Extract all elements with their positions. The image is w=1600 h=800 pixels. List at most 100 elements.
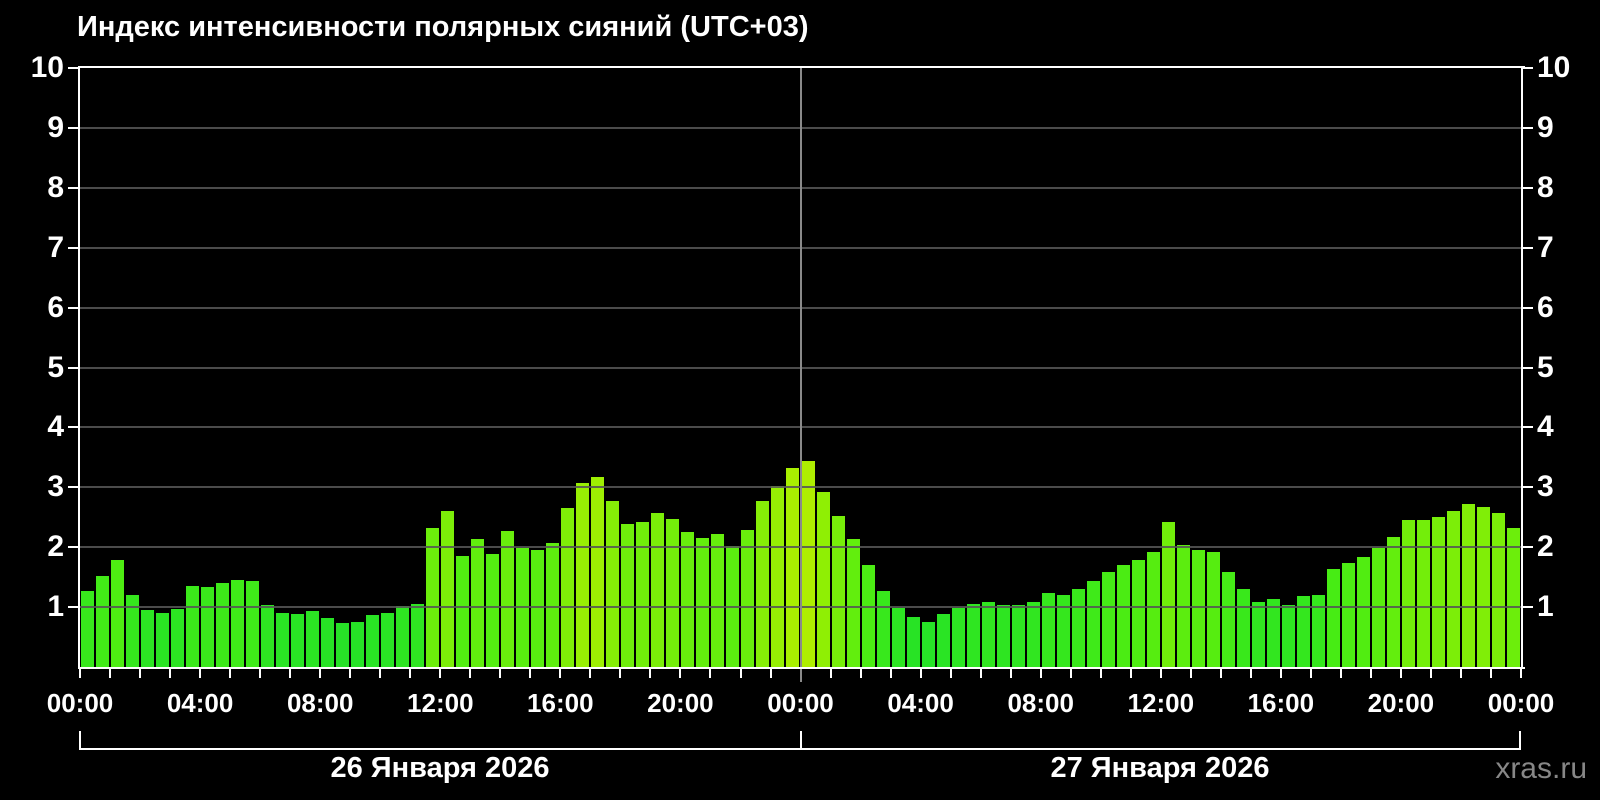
x-tick xyxy=(259,669,262,678)
y-tick-dash-right xyxy=(1523,606,1533,609)
bar xyxy=(456,555,469,667)
y-tick-dash-right xyxy=(1523,126,1533,129)
x-tick xyxy=(349,669,352,678)
bar xyxy=(486,554,499,667)
bar xyxy=(471,539,484,667)
bar xyxy=(591,477,604,667)
y-tick-label-right: 2 xyxy=(1537,530,1554,564)
y-tick-dash-left xyxy=(68,186,78,189)
midnight-divider xyxy=(799,68,802,667)
bar xyxy=(321,617,334,667)
bar xyxy=(231,579,244,667)
bar xyxy=(306,610,319,667)
x-tick xyxy=(79,669,81,678)
x-tick xyxy=(619,669,622,678)
bar xyxy=(261,605,274,667)
x-tick xyxy=(1339,669,1342,678)
y-tick-label-left: 1 xyxy=(47,590,64,624)
bar xyxy=(817,491,830,667)
x-tick-label: 04:00 xyxy=(166,688,234,718)
bar xyxy=(1147,552,1160,667)
bar xyxy=(621,524,634,667)
bar xyxy=(1132,560,1145,667)
y-tick-label-right: 9 xyxy=(1537,110,1554,144)
y-tick-label-left: 7 xyxy=(47,230,64,264)
x-tick xyxy=(499,669,502,678)
bar xyxy=(396,605,409,667)
axis-top xyxy=(78,66,1525,68)
y-tick-dash-left xyxy=(68,126,78,129)
y-tick-dash-right xyxy=(1523,546,1533,549)
bar xyxy=(1492,512,1505,667)
date-label-day1: 26 Января 2026 xyxy=(330,752,550,784)
bar xyxy=(156,612,169,667)
bar xyxy=(771,485,784,667)
x-tick-label: 16:00 xyxy=(527,688,594,718)
watermark-xras: xras.ru xyxy=(1495,752,1587,785)
x-tick xyxy=(919,669,922,678)
y-tick-label-right: 4 xyxy=(1537,410,1554,444)
x-tick xyxy=(139,669,141,678)
x-tick-label: 08:00 xyxy=(1007,688,1074,718)
plot-area xyxy=(80,68,1521,667)
bar xyxy=(216,582,229,667)
x-tick xyxy=(649,669,652,678)
bar xyxy=(561,507,574,667)
bar xyxy=(531,549,544,667)
y-tick-label-right: 3 xyxy=(1537,470,1554,504)
bar xyxy=(636,522,649,667)
x-tick-label: 20:00 xyxy=(647,688,714,718)
y-tick-label-right: 5 xyxy=(1537,350,1554,384)
y-tick-dash-left xyxy=(68,366,78,369)
bar xyxy=(276,613,289,667)
bar xyxy=(997,605,1010,667)
x-tick xyxy=(229,669,232,678)
x-tick-label: 12:00 xyxy=(407,688,474,718)
x-tick xyxy=(1159,669,1162,678)
bar xyxy=(426,528,439,667)
bar xyxy=(1117,564,1130,667)
x-tick-label: 00:00 xyxy=(1487,688,1555,718)
bar xyxy=(126,594,139,667)
y-tick-dash-left xyxy=(68,426,78,429)
bar xyxy=(81,590,94,667)
y-tick-label-left: 8 xyxy=(47,170,64,204)
y-tick-dash-right xyxy=(1523,306,1533,309)
bar xyxy=(96,576,109,667)
axis-left xyxy=(78,66,80,669)
x-tick xyxy=(559,669,562,678)
x-tick xyxy=(1219,669,1222,678)
x-tick xyxy=(1460,669,1462,678)
bar xyxy=(666,519,679,667)
bar xyxy=(351,621,364,667)
bar xyxy=(1012,605,1025,667)
bar xyxy=(186,586,199,667)
bar xyxy=(1387,537,1400,667)
date-bracket-tick-start xyxy=(79,731,81,750)
bar xyxy=(847,538,860,667)
bar xyxy=(366,614,379,667)
y-tick-label-left: 9 xyxy=(47,110,64,144)
x-tick xyxy=(1429,669,1432,678)
x-tick xyxy=(169,669,172,678)
bar xyxy=(1402,520,1415,667)
y-tick-label-left: 5 xyxy=(47,350,64,384)
bar xyxy=(411,604,424,667)
y-tick-label-left: 4 xyxy=(47,410,64,444)
date-bracket-tick-end xyxy=(1519,731,1521,750)
y-tick-label-left: 6 xyxy=(47,290,64,324)
bar xyxy=(922,622,935,667)
x-tick-label: 16:00 xyxy=(1247,688,1315,718)
bar xyxy=(1462,504,1475,667)
bar xyxy=(546,543,559,667)
y-tick-dash-left xyxy=(68,546,78,549)
bar xyxy=(1297,595,1310,667)
bar xyxy=(982,601,995,667)
bar xyxy=(1357,557,1370,667)
x-tick-midnight xyxy=(799,669,802,682)
x-tick xyxy=(529,669,532,678)
bar xyxy=(1042,593,1055,667)
bar xyxy=(952,608,965,667)
bar xyxy=(201,587,214,667)
